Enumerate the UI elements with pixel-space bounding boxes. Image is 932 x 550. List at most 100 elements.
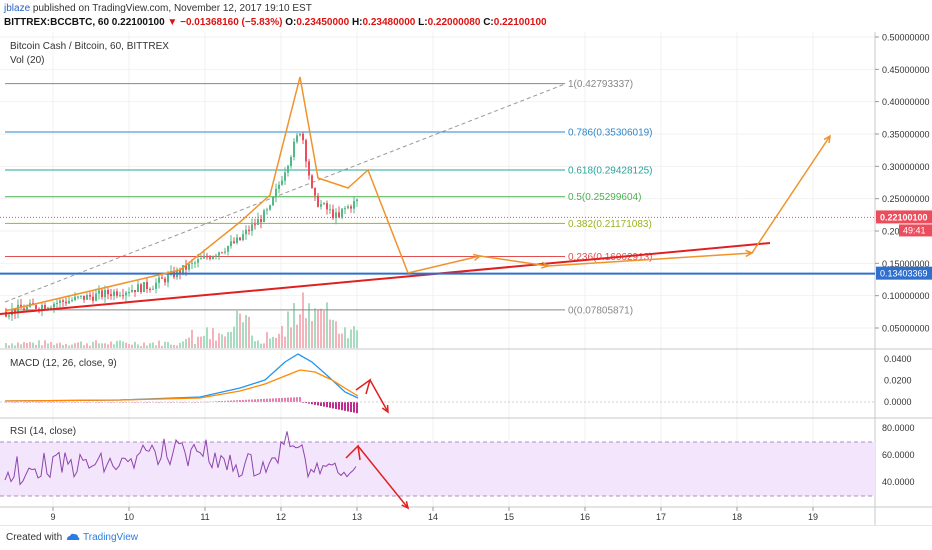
volume-bar [179, 342, 181, 348]
volume-bar [68, 345, 70, 348]
macd-histogram-bar [284, 397, 286, 402]
candle-body [122, 295, 124, 297]
macd-histogram-bar [278, 398, 280, 402]
candle-body [191, 262, 193, 264]
macd-histogram-bar [296, 397, 298, 402]
macd-histogram-bar [341, 402, 343, 411]
candle-body [107, 289, 109, 295]
volume-bar [356, 330, 358, 348]
candle-body [299, 133, 301, 136]
volume-bar [77, 342, 79, 348]
volume-bar [320, 308, 322, 348]
volume-bar [332, 319, 334, 348]
candle-body [296, 135, 298, 142]
candle-body [308, 161, 310, 176]
candle-body [182, 265, 184, 274]
macd-histogram-bar [230, 400, 232, 402]
volume-bar [230, 331, 232, 348]
volume-bar [74, 343, 76, 348]
volume-bar [296, 324, 298, 348]
candle-body [41, 304, 43, 311]
volume-bar [248, 316, 250, 348]
user-drawings[interactable] [0, 76, 875, 510]
candle-body [311, 175, 313, 188]
volume-bar [11, 343, 13, 348]
published-text: published on TradingView.com, November 1… [32, 3, 312, 14]
close-label: C: [483, 17, 494, 28]
volume-bar [59, 342, 61, 348]
macd-histogram-bar [122, 402, 124, 403]
fib-level-label: 1(0.42793337) [568, 79, 633, 90]
volume-bar [350, 329, 352, 348]
rsi-tick-label: 80.0000 [882, 423, 915, 433]
price-tick-label: 0.25000000 [882, 194, 930, 204]
volume-bar [233, 326, 235, 348]
volume-bar [260, 343, 262, 348]
macd-histogram-bar [38, 402, 40, 403]
candle-body [251, 224, 253, 232]
time-tick-label: 14 [428, 512, 438, 522]
candle-body [221, 252, 223, 254]
volume-bar [212, 328, 214, 348]
candle-body [284, 172, 286, 181]
volume-bar [293, 303, 295, 348]
volume-bar [146, 345, 148, 348]
macd-histogram-bar [233, 400, 235, 402]
macd-line [4, 353, 359, 402]
time-tick-label: 13 [352, 512, 362, 522]
volume-bar [35, 344, 37, 348]
candle-body [146, 282, 148, 289]
candle-body [137, 284, 139, 293]
current-price-value: 0.22100100 [880, 212, 928, 222]
macd-histogram-bar [335, 402, 337, 409]
high-label: H: [351, 17, 363, 28]
fib-level-label: 0(0.07805871) [568, 305, 633, 316]
candle-body [134, 290, 136, 293]
candle-body [80, 295, 82, 297]
volume-bar [113, 344, 115, 348]
macd-histogram-bar [170, 402, 172, 403]
price-tick-label: 0.30000000 [882, 162, 930, 172]
volume-bar [152, 342, 154, 348]
red-arrow-tail [345, 444, 361, 461]
volume-bar [263, 343, 265, 348]
volume-bar [167, 342, 169, 348]
candle-body [86, 294, 88, 300]
tradingview-logo[interactable]: TradingView [66, 532, 138, 543]
candle-body [71, 299, 73, 301]
volume-bar [161, 345, 163, 348]
candle-body [119, 295, 121, 297]
candle-body [263, 210, 265, 222]
macd-tick-label: 0.0000 [884, 397, 912, 407]
volume-bar [236, 310, 238, 348]
author-link[interactable]: jblaze [4, 3, 31, 14]
volume-bar [191, 329, 193, 348]
volume-bar [194, 343, 196, 348]
macd-histogram-bar [326, 402, 328, 408]
candle-body [95, 293, 97, 301]
arrow-head-icon [823, 134, 831, 144]
open-label: O: [285, 17, 297, 28]
candle-body [317, 195, 319, 207]
macd-histogram-bar [224, 400, 226, 402]
candle-body [206, 255, 208, 258]
symbol-name[interactable]: BITTREX:BCCBTC, 60 [4, 17, 110, 28]
volume-bar [302, 292, 304, 348]
candle-body [245, 229, 247, 235]
chart-canvas[interactable]: 1(0.42793337) 0.786(0.35306019) 0.618(0.29… [0, 32, 932, 525]
fib-trend-line [4, 83, 566, 303]
macd-histogram-bar [26, 402, 28, 403]
volume-bar [125, 342, 127, 348]
volume-bar [344, 327, 346, 348]
macd-indicator [0, 353, 875, 414]
macd-histogram-bar [245, 399, 247, 402]
macd-histogram-bar [311, 402, 313, 405]
high-value: 0.23480000 [362, 17, 416, 28]
signal-line [4, 369, 359, 402]
arrow-head-icon [381, 404, 389, 414]
volume-bar [185, 338, 187, 348]
candle-body [131, 290, 133, 293]
volume-bar [116, 340, 118, 348]
macd-histogram-bar [272, 398, 274, 402]
volume-bar [56, 343, 58, 348]
